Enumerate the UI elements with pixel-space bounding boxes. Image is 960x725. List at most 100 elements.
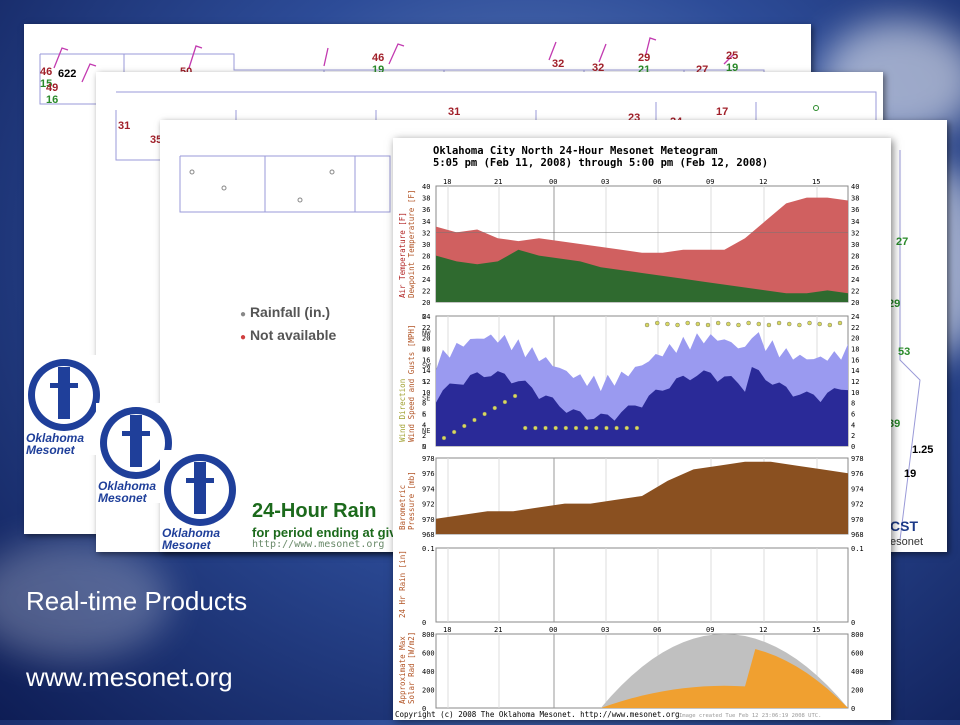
axis-label: 24 Hr Rain [in] (398, 550, 407, 618)
time-tick-label: 03 (601, 626, 609, 634)
wind-direction-mark (695, 321, 701, 327)
wind-direction-mark (807, 320, 812, 326)
website-caption: www.mesonet.org (26, 662, 233, 692)
right-tick-label: 34 (851, 218, 859, 226)
cloud-decoration (0, 540, 170, 660)
wind-direction-tick: NW (422, 329, 431, 337)
left-tick-label: 970 (422, 516, 435, 524)
wind-direction-mark (827, 322, 833, 328)
wind-direction-mark (543, 425, 548, 431)
axis-label: Pressure [mb] (407, 471, 416, 530)
time-tick-label: 18 (443, 178, 451, 186)
right-tick-label: 38 (851, 195, 859, 203)
wind-direction-mark (776, 320, 782, 326)
left-tick-label: 30 (422, 241, 430, 249)
map-value: 29 (638, 52, 651, 64)
axis-label: Approximate Max (398, 636, 407, 704)
dewpoint-temperature-area (436, 249, 848, 302)
right-tick-label: 24 (851, 313, 859, 321)
map-value: 32 (592, 62, 605, 74)
rain-map-title: 24-Hour Rain (252, 500, 377, 522)
wind-direction-mark (675, 322, 680, 328)
time-tick-label: 21 (494, 178, 502, 186)
wind-direction-mark (685, 320, 690, 326)
left-tick-label: 600 (422, 650, 435, 658)
time-tick-label: 00 (549, 626, 557, 634)
left-tick-label: 22 (422, 287, 430, 295)
wind-direction-mark (594, 425, 599, 431)
logo-line2: Mesonet (26, 443, 75, 457)
right-tick-label: 26 (851, 264, 859, 272)
wind-direction-mark (705, 322, 711, 328)
logo-line2: Mesonet (98, 491, 147, 505)
left-tick-label: 32 (422, 229, 430, 237)
wind-direction-mark (604, 425, 609, 431)
left-tick-label: 38 (422, 195, 430, 203)
right-tick-label: 20 (851, 335, 859, 343)
wind-direction-tick: SW (422, 362, 431, 370)
time-tick-label: 18 (443, 626, 451, 634)
left-tick-label: 16 (422, 356, 430, 364)
left-tick-label: 0 (422, 443, 426, 451)
left-tick-label: 0 (422, 619, 426, 627)
wind-direction-mark (553, 425, 558, 431)
wind-direction-mark (502, 399, 508, 405)
wind-direction-tick: N (422, 313, 426, 321)
right-tick-label: 800 (851, 631, 864, 639)
right-tick-label: 40 (851, 183, 859, 191)
wind-direction-mark (583, 425, 589, 431)
wind-direction-mark (715, 320, 721, 326)
axis-label: Wind Speed and Gusts [MPH] (407, 325, 416, 442)
legend-not-available: ● Not available (240, 327, 337, 343)
axis-label: Solar Rad [W/m2] (407, 632, 416, 704)
time-tick-label: 12 (759, 626, 767, 634)
left-tick-label: 6 (422, 411, 426, 419)
left-tick-label: 978 (422, 455, 435, 463)
copyright-text: Copyright (c) 2008 The Oklahoma Mesonet.… (395, 710, 679, 719)
meteogram-panel: Oklahoma City North 24-Hour Mesonet Mete… (393, 138, 891, 720)
left-tick-label: 4 (422, 421, 426, 429)
right-tick-label: 978 (851, 455, 864, 463)
left-tick-label: 2 (422, 432, 426, 440)
time-tick-label: 12 (759, 178, 767, 186)
logo-line1: Oklahoma (98, 479, 157, 493)
left-tick-label: 24 (422, 313, 430, 321)
left-tick-label: 972 (422, 501, 435, 509)
wind-direction-mark (817, 321, 822, 327)
oklahoma-mesonet-logo: Oklahoma Mesonet (24, 355, 102, 457)
left-tick-label: 0.1 (422, 545, 435, 553)
axis-label: Air Temperature [F] (398, 212, 407, 298)
wind-direction-mark (482, 411, 487, 417)
logo-line1: Oklahoma (162, 526, 221, 540)
left-tick-label: 968 (422, 531, 435, 539)
map-value: 31 (118, 120, 131, 132)
legend-rainfall: ● Rainfall (in.) (240, 304, 331, 320)
right-tick-label: 10 (851, 389, 859, 397)
time-tick-label: 15 (812, 178, 820, 186)
wind-direction-mark (462, 423, 467, 429)
wind-direction-mark (472, 417, 477, 423)
right-tick-label: 16 (851, 356, 859, 364)
right-tick-label: 32 (851, 229, 859, 237)
time-tick-label: 03 (601, 178, 609, 186)
wind-direction-mark (837, 320, 843, 326)
map-value: 15 (40, 78, 53, 90)
wind-direction-mark (746, 320, 751, 326)
right-tick-label: 970 (851, 516, 864, 524)
left-tick-label: 800 (422, 631, 435, 639)
wind-direction-mark (451, 429, 457, 435)
time-tick-label: 09 (706, 178, 714, 186)
right-tick-label: 0 (851, 705, 855, 713)
meteogram-title: Oklahoma City North 24-Hour Mesonet Mete… (433, 145, 717, 157)
wind-direction-mark (766, 322, 772, 328)
map-value: 35 (150, 134, 163, 146)
right-tick-label: 12 (851, 378, 859, 386)
wind-direction-mark (756, 321, 761, 327)
right-tick-label: 400 (851, 668, 864, 676)
pressure-area (436, 461, 848, 534)
left-tick-label: 8 (422, 400, 426, 408)
map-value: 31 (448, 106, 461, 118)
meteogram-subtitle: 5:05 pm (Feb 11, 2008) through 5:00 pm (… (433, 157, 768, 169)
axis-label: Dewpoint Temperature [F] (407, 190, 416, 298)
right-tick-label: 968 (851, 531, 864, 539)
